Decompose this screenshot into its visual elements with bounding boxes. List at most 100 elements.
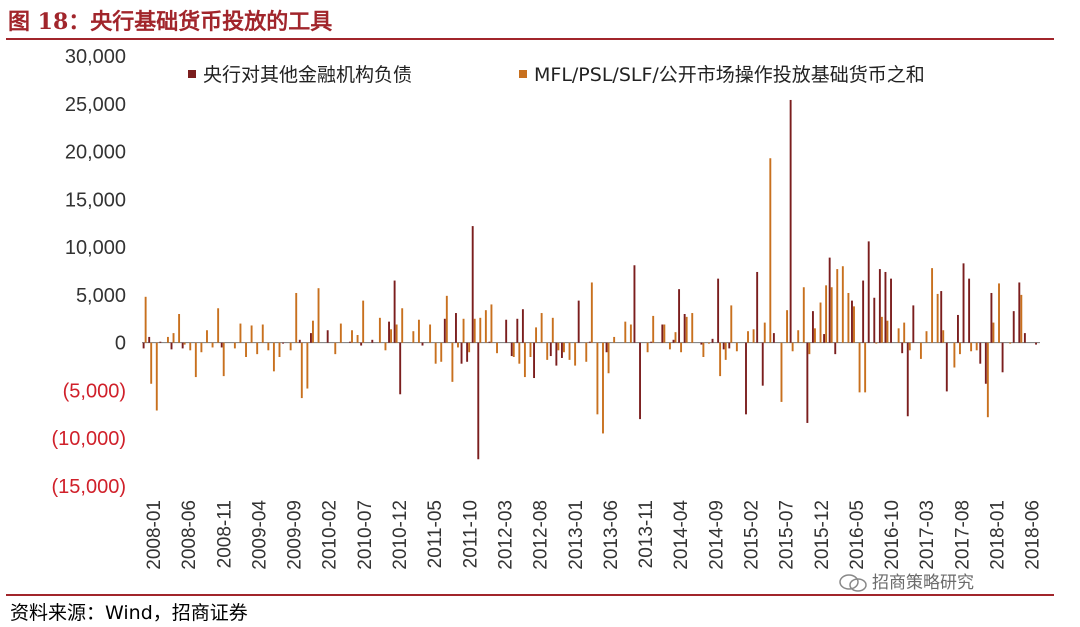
bar-1 <box>761 342 764 386</box>
y-tick-label: 30,000 <box>65 46 126 68</box>
bar-1 <box>756 271 759 343</box>
bar-2 <box>830 287 833 343</box>
bar-1 <box>471 226 474 343</box>
bar-1 <box>968 278 971 343</box>
bar-1 <box>700 342 703 345</box>
bar-2 <box>496 342 498 354</box>
bar-2 <box>144 296 147 343</box>
bar-2 <box>652 315 655 343</box>
bar-1 <box>488 341 491 343</box>
bar-1 <box>455 313 457 343</box>
bar-2 <box>886 320 889 343</box>
bar-1 <box>906 342 909 417</box>
bar-2 <box>825 285 828 343</box>
x-tick-label: 2013-01 <box>566 500 587 570</box>
x-tick-label: 2016-10 <box>882 500 903 570</box>
bar-2 <box>685 316 688 343</box>
bar-2 <box>390 329 392 343</box>
x-tick-label: 2017-03 <box>917 500 938 570</box>
wechat-icon <box>839 574 867 592</box>
bar-1 <box>745 342 747 415</box>
bar-2 <box>462 318 465 343</box>
bar-2 <box>178 314 181 343</box>
watermark-text: 招商策略研究 <box>872 573 974 593</box>
bar-1 <box>421 342 424 346</box>
bar-2 <box>903 322 906 343</box>
bar-1 <box>555 342 558 366</box>
bar-2 <box>473 318 476 343</box>
bar-2 <box>278 342 281 357</box>
bar-2 <box>975 342 978 351</box>
bar-2 <box>959 342 961 355</box>
bar-1 <box>789 99 792 343</box>
chart-legend: 央行对其他金融机构负债 MFL/PSL/SLF/公开市场操作投放基础货币之和 <box>188 64 925 86</box>
x-tick-label: 2013-06 <box>601 500 622 570</box>
bar-2 <box>378 317 381 343</box>
bar-2 <box>875 342 878 344</box>
y-tick-label: 0 <box>115 333 126 355</box>
bar-1 <box>1018 282 1021 343</box>
bar-2 <box>574 342 577 366</box>
x-tick-label: 2015-07 <box>777 500 798 570</box>
x-tick-label: 2015-02 <box>741 500 762 570</box>
bar-1 <box>399 342 402 395</box>
bar-2 <box>668 342 671 350</box>
bar-2 <box>261 324 264 343</box>
bar-1 <box>443 318 446 343</box>
x-tick-label: 2010-02 <box>320 500 341 570</box>
bar-2 <box>245 342 247 357</box>
y-tick-label: (15,000) <box>52 476 127 498</box>
bar-2 <box>986 342 989 418</box>
bar-2 <box>998 283 1000 343</box>
bar-1 <box>728 342 731 349</box>
bar-1 <box>945 342 948 392</box>
bar-1 <box>711 338 714 343</box>
bar-2 <box>680 342 683 353</box>
bar-2 <box>166 336 169 343</box>
bar-2 <box>312 320 314 343</box>
bar-2 <box>306 342 309 389</box>
bar-2 <box>417 319 420 343</box>
x-tick-label: 2011-10 <box>460 500 481 568</box>
bar-1 <box>1012 311 1015 343</box>
bar-2 <box>289 342 292 351</box>
bar-1 <box>811 311 814 343</box>
legend-swatch-1 <box>188 70 196 78</box>
bar-2 <box>412 331 415 343</box>
bar-1 <box>633 265 636 343</box>
legend-label-1: 央行对其他金融机构负债 <box>203 64 412 86</box>
bar-1 <box>962 263 965 343</box>
bar-2 <box>451 342 454 382</box>
bar-2 <box>490 304 493 343</box>
legend-label-2: MFL/PSL/SLF/公开市场操作投放基础货币之和 <box>534 64 925 86</box>
bar-2 <box>858 342 861 393</box>
bar-2 <box>953 342 956 368</box>
bar-1 <box>862 280 865 343</box>
bar-1 <box>349 341 351 343</box>
bar-1 <box>990 292 993 343</box>
bar-2 <box>351 330 353 343</box>
bar-1 <box>460 342 463 364</box>
y-tick-label: (5,000) <box>63 380 126 402</box>
bar-1 <box>873 297 876 343</box>
bar-2 <box>206 330 208 343</box>
bar-2 <box>529 342 532 357</box>
y-tick-label: 15,000 <box>65 189 126 211</box>
bar-1 <box>912 305 915 343</box>
bar-1 <box>828 257 831 343</box>
bar-2 <box>512 342 515 357</box>
bar-1 <box>851 300 853 343</box>
bar-1 <box>984 342 987 384</box>
bar-2 <box>674 332 677 343</box>
bar-1 <box>510 342 513 357</box>
bar-2 <box>434 342 437 364</box>
x-tick-label: 2010-07 <box>355 500 376 570</box>
bar-2 <box>624 321 627 343</box>
bar-2 <box>155 342 158 411</box>
bar-2 <box>730 305 733 343</box>
bar-2 <box>970 342 973 352</box>
bar-series <box>142 99 1037 460</box>
bar-2 <box>613 336 616 343</box>
bar-2 <box>222 342 225 377</box>
x-tick-label: 2016-05 <box>847 500 868 570</box>
